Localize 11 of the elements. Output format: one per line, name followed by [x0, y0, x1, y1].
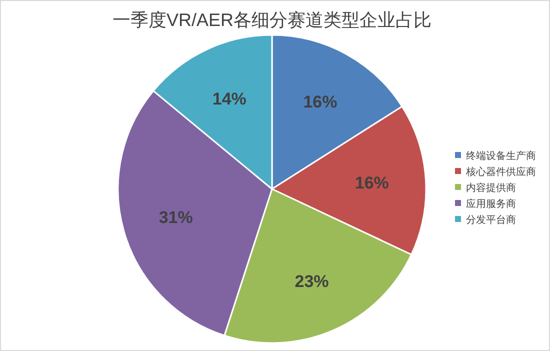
legend-label: 应用服务商 [466, 198, 516, 210]
legend-label: 内容提供商 [466, 182, 516, 194]
legend-label: 核心器件供应商 [465, 166, 536, 178]
data-label: 31% [158, 208, 193, 227]
data-label: 23% [294, 272, 329, 291]
legend-label: 终端设备生产商 [466, 150, 536, 162]
data-label: 16% [354, 174, 389, 193]
data-label: 14% [212, 89, 246, 108]
chart-title: 一季度VR/AER各细分赛道类型企业占比 [112, 10, 432, 30]
legend-label: 分发平台商 [466, 214, 516, 226]
data-label: 16% [303, 92, 338, 112]
